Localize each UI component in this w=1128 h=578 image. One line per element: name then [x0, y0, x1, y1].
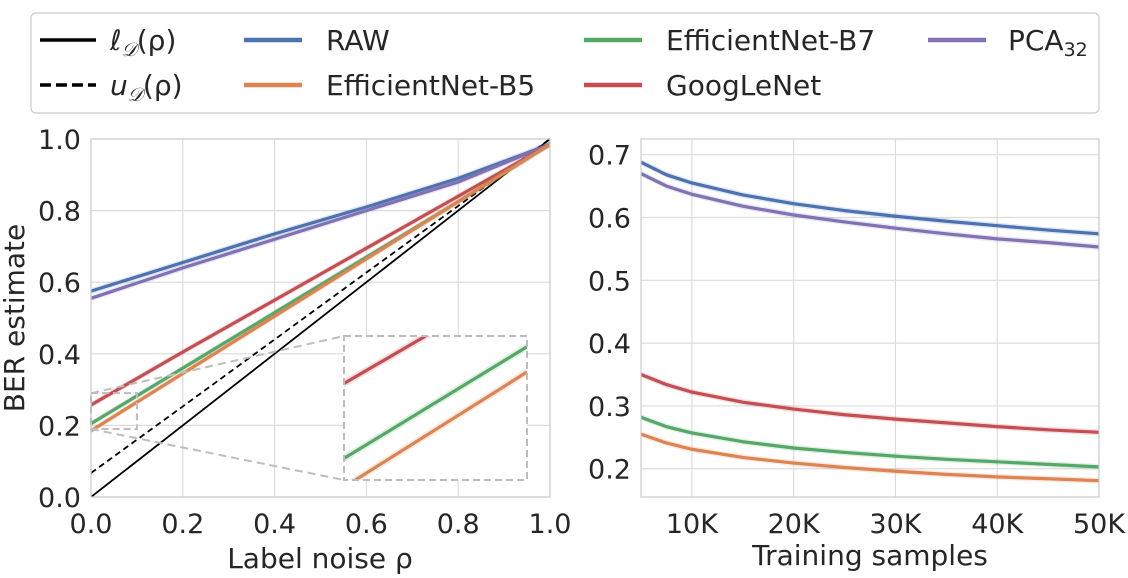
- right-x-axis-label: Training samples: [751, 539, 988, 572]
- y-tick-label: 0.2: [588, 455, 631, 486]
- legend-frame: [30, 12, 1100, 114]
- y-tick-label: 0.8: [38, 197, 81, 228]
- legend-label-lower-bound: ℓ𝒟(ρ): [109, 24, 176, 61]
- x-tick-label: 20K: [768, 509, 821, 540]
- left-inset: [343, 335, 528, 481]
- inset-frame: [343, 335, 528, 481]
- left-x-axis-label: Label noise ρ: [227, 542, 413, 575]
- series-line-b5: [641, 432, 1099, 483]
- legend-label-upper-bound: u𝒟(ρ): [110, 69, 183, 106]
- series-line-raw: [641, 160, 1099, 236]
- x-tick-label: 30K: [869, 509, 922, 540]
- y-tick-label: 0.5: [588, 266, 631, 297]
- right-series: [641, 159, 1099, 484]
- inset-line-b5: [352, 370, 527, 480]
- y-tick-label: 0.4: [38, 340, 81, 371]
- x-tick-label: 40K: [971, 509, 1024, 540]
- right-axes-frame: [640, 138, 1100, 498]
- inset-band-b5: [349, 368, 527, 480]
- left-zoom-indicator: [90, 335, 345, 481]
- zoom-connector-top: [90, 335, 345, 395]
- legend-label-googlenet: GoogLeNet: [666, 69, 821, 102]
- series-band-googlenet: [641, 371, 1099, 436]
- y-tick-label: 0.6: [588, 204, 631, 235]
- inset-series: [344, 336, 527, 480]
- left-tick-labels: 0.0 0.2 0.4 0.6 0.8 1.0 0.0 0.2 0.4 0.6 0.8 1.0: [38, 125, 571, 540]
- series-line-raw: [91, 142, 550, 293]
- y-tick-label: 0.2: [38, 411, 81, 442]
- x-tick-label: 0.2: [161, 509, 204, 540]
- x-tick-label: 10K: [666, 509, 719, 540]
- left-axes-frame: [90, 138, 551, 498]
- right-chart: 10K 20K 30K 40K 50K 0.2 0.3 0.4 0.5 0.6 0.7 Traini…: [588, 138, 1126, 572]
- series-band-pca: [641, 170, 1099, 251]
- left-series: [91, 141, 550, 434]
- x-tick-label: 0.0: [70, 509, 113, 540]
- x-tick-label: 0.4: [253, 509, 296, 540]
- reference-line-upper-bound: [91, 139, 550, 474]
- y-tick-label: 0.6: [38, 268, 81, 299]
- legend-label-raw: RAW: [326, 24, 390, 57]
- legend-label-pca: PCA32: [1008, 24, 1088, 61]
- right-tick-labels: 10K 20K 30K 40K 50K 0.2 0.3 0.4 0.5 0.6 0.7: [588, 141, 1126, 540]
- inset-line-b7: [344, 345, 527, 460]
- y-tick-label: 0.4: [588, 329, 631, 360]
- legend: ℓ𝒟(ρ) u𝒟(ρ) RAW EfficientNet-B5 Efficien…: [30, 12, 1100, 114]
- series-band-b5: [641, 431, 1099, 484]
- series-line-b7: [641, 415, 1099, 469]
- y-tick-label: 0.7: [588, 141, 631, 172]
- series-line-googlenet: [641, 373, 1099, 434]
- series-band-b7: [641, 414, 1099, 470]
- x-tick-label: 0.8: [437, 509, 480, 540]
- left-y-axis-label: BER estimate: [0, 224, 31, 412]
- inset-background: [344, 336, 527, 480]
- x-tick-label: 1.0: [529, 509, 572, 540]
- left-chart: 0.0 0.2 0.4 0.6 0.8 1.0 0.0 0.2 0.4 0.6 0.8 1.0 Lab…: [0, 125, 571, 575]
- legend-label-b5: EfficientNet-B5: [326, 69, 535, 102]
- inset-line-googlenet: [344, 336, 429, 385]
- inset-band-googlenet: [344, 336, 433, 388]
- zoom-connector-bottom: [90, 427, 345, 481]
- x-tick-label: 50K: [1073, 509, 1126, 540]
- legend-label-b7: EfficientNet-B7: [666, 24, 875, 57]
- series-line-b5: [91, 143, 550, 433]
- left-reference-lines: [91, 139, 550, 497]
- reference-line-lower-bound: [91, 139, 550, 497]
- x-tick-label: 0.6: [345, 509, 388, 540]
- series-line-googlenet: [91, 142, 550, 407]
- right-grid: [641, 139, 1100, 497]
- series-line-pca: [641, 172, 1099, 249]
- y-tick-label: 1.0: [38, 125, 81, 156]
- y-tick-label: 0.0: [38, 483, 81, 514]
- zoom-region-box: [90, 392, 138, 430]
- y-tick-label: 0.3: [588, 392, 631, 423]
- series-line-pca: [91, 142, 550, 300]
